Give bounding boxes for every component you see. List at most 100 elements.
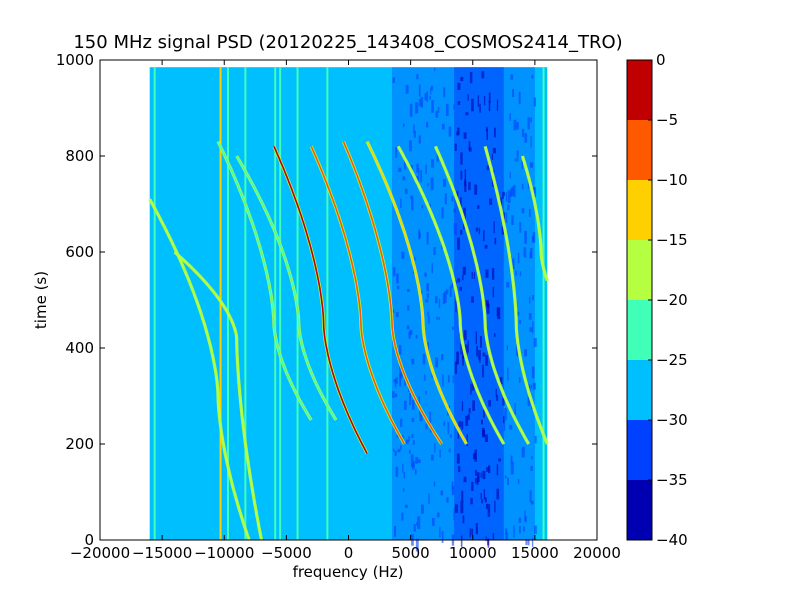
heatmap-noise-cell	[471, 271, 473, 279]
heatmap-noise-cell	[460, 343, 462, 355]
heatmap-noise-cell	[456, 351, 460, 365]
heatmap-noise-cell	[534, 435, 537, 444]
heatmap-noise-cell	[524, 231, 527, 244]
heatmap-noise-cell	[464, 169, 467, 182]
heatmap-noise-cell	[405, 85, 409, 94]
heatmap-noise-cell	[487, 503, 491, 517]
heatmap-noise-cell	[533, 338, 537, 347]
heatmap-noise-cell	[487, 538, 490, 546]
heatmap-noise-cell	[392, 391, 395, 398]
heatmap-noise-cell	[409, 103, 413, 117]
heatmap-noise-cell	[479, 335, 483, 348]
heatmap-noise-cell	[448, 448, 451, 453]
heatmap-noise-cell	[416, 73, 419, 80]
doppler-track	[273, 146, 368, 454]
heatmap-noise-cell	[444, 291, 447, 303]
heatmap-noise-cell	[475, 227, 478, 232]
heatmap-noise-cell	[421, 504, 424, 514]
heatmap-noise-cell	[476, 476, 479, 486]
heatmap-noise-cell	[503, 420, 506, 431]
x-tick-label: 5000	[392, 544, 430, 562]
heatmap-noise-cell	[463, 207, 466, 220]
heatmap-noise-cell	[393, 448, 395, 452]
heatmap-noise-cell	[441, 353, 444, 361]
heatmap-noise-cell	[506, 204, 510, 211]
heatmap-noise-cell	[475, 331, 478, 345]
heatmap-noise-cell	[471, 296, 474, 303]
heatmap-noise-cell	[409, 329, 413, 335]
doppler-track	[342, 141, 443, 445]
plot-area: −20000 −15000 −10000 −5000 0 5000 10000 15000 20…	[56, 51, 621, 562]
heatmap-noise-cell	[433, 247, 436, 256]
heatmap-noise-cell	[395, 147, 398, 158]
heatmap-noise-cell	[523, 526, 525, 532]
heatmap-noise-cell	[484, 434, 489, 443]
heatmap-noise-cell	[499, 377, 503, 384]
heatmap-noise-cell	[431, 518, 435, 526]
heatmap-noise-cell	[419, 408, 423, 422]
heatmap-noise-cell	[429, 95, 431, 100]
heatmap-noise-cell	[418, 98, 422, 107]
heatmap-noise-cell	[488, 100, 491, 112]
colorbar-tick-label: −30	[656, 411, 688, 429]
heatmap-noise-cell	[523, 247, 527, 258]
heatmap-noise-cell	[452, 375, 454, 384]
heatmap-noise-cell	[519, 222, 522, 233]
heatmap-noise-cell	[442, 123, 445, 130]
heatmap-noise-cell	[430, 85, 433, 91]
heatmap-noise-cell	[462, 356, 465, 366]
heatmap-noise-cell	[521, 128, 525, 138]
heatmap-noise-cell	[399, 365, 402, 379]
heatmap-noise-cell	[395, 377, 398, 384]
heatmap-noise-cell	[475, 523, 478, 535]
heatmap-noise-cell	[444, 193, 447, 205]
heatmap-noise-cell	[511, 215, 514, 226]
heatmap-noise-cell	[482, 352, 486, 357]
heatmap-noise-cell	[421, 205, 424, 209]
heatmap-noise-cell	[430, 454, 434, 461]
heatmap-noise-cell	[447, 421, 450, 435]
heatmap-noise-cell	[469, 528, 472, 538]
heatmap-noise-cell	[505, 212, 508, 223]
heatmap-noise-cell	[413, 130, 416, 138]
heatmap-noise-cell	[417, 459, 421, 463]
heatmap-noise-cell	[460, 535, 463, 547]
heatmap-noise-cell	[457, 237, 460, 250]
heatmap-noise-cell	[504, 475, 507, 479]
doppler-track	[149, 198, 250, 541]
doppler-track	[397, 146, 505, 445]
heatmap-noise-cell	[486, 165, 490, 171]
heatmap-noise-cell	[449, 434, 452, 438]
heatmap-noise-cell	[524, 133, 528, 143]
heatmap-noise-cell	[409, 393, 412, 406]
colorbar-bands	[627, 60, 652, 540]
heatmap-noise-cell	[456, 453, 460, 464]
heatmap-noise-cell	[401, 512, 404, 521]
colorbar-tick-label: −5	[656, 111, 678, 129]
heatmap-noise-cell	[485, 536, 487, 542]
heatmap-noise-cell	[516, 311, 520, 316]
heatmap-noise-cell	[485, 269, 489, 278]
heatmap-layer	[149, 67, 548, 552]
heatmap-noise-cell	[451, 196, 454, 202]
heatmap-noise-cell	[402, 488, 405, 492]
heatmap-noise-cell	[525, 538, 528, 545]
heatmap-noise-cell	[430, 87, 432, 95]
heatmap-noise-cell	[394, 393, 398, 398]
heatmap-noise-cell	[418, 231, 421, 239]
heatmap-noise-cell	[524, 510, 526, 521]
heatmap-noise-cell	[457, 101, 461, 105]
heatmap-noise-cell	[454, 143, 457, 151]
heatmap-noise-cell	[456, 131, 459, 136]
heatmap-noise-cell	[412, 440, 415, 445]
heatmap-noise-cell	[413, 460, 415, 469]
heatmap-noise-cell	[457, 431, 460, 439]
heatmap-noise-cell	[512, 88, 515, 98]
heatmap-noise-cell	[489, 198, 493, 205]
heatmap-noise-cell	[463, 132, 467, 139]
heatmap-noise-cell	[494, 237, 497, 245]
heatmap-noise-cell	[439, 449, 441, 458]
doppler-track	[217, 141, 312, 421]
heatmap-noise-cell	[420, 290, 423, 294]
heatmap-noise-cell	[530, 384, 533, 389]
